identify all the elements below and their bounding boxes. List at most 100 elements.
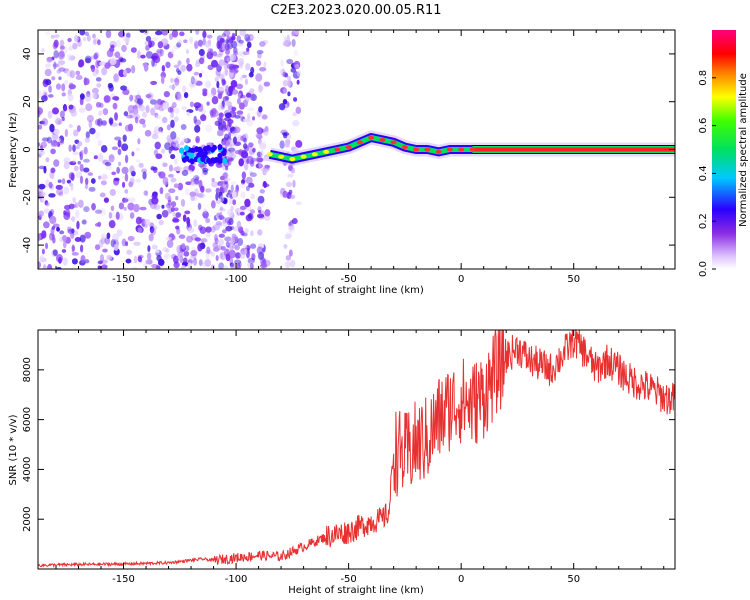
spectral-point <box>46 263 53 269</box>
spectral-point <box>100 144 108 153</box>
spectral-point <box>151 197 159 205</box>
spectral-point <box>205 188 212 193</box>
spectral-point <box>47 110 53 119</box>
colorbar-label: Normalized spectral amplitude <box>738 73 749 227</box>
spectral-point <box>68 45 74 51</box>
cluster-point <box>179 147 185 154</box>
spectral-point <box>71 251 79 256</box>
spectral-point <box>186 216 191 225</box>
spectral-point <box>97 118 103 127</box>
spectral-point <box>157 258 165 266</box>
spectral-point <box>239 30 247 37</box>
ridge-blob <box>435 149 442 154</box>
spectral-point <box>246 41 252 49</box>
spectral-point <box>240 179 246 185</box>
spectral-point <box>142 123 147 128</box>
spectral-point <box>39 255 45 263</box>
ridge-blob <box>266 152 273 157</box>
spectral-point <box>182 214 187 222</box>
cluster-point <box>183 145 189 152</box>
spectral-point <box>189 83 196 88</box>
spectral-point <box>174 140 179 150</box>
spectral-point <box>163 90 170 98</box>
spectral-point <box>230 205 234 212</box>
spectral-point <box>41 197 46 203</box>
spectral-point <box>224 236 232 242</box>
spectral-point <box>62 257 68 266</box>
spectral-point <box>97 139 102 147</box>
spectral-point <box>261 114 268 120</box>
spectral-point <box>90 178 96 184</box>
spectral-point <box>227 208 234 217</box>
spectral-point <box>71 228 75 234</box>
spectral-point <box>130 216 134 221</box>
spectral-point <box>122 134 127 142</box>
spectral-point <box>80 255 86 264</box>
spectral-point <box>258 84 263 93</box>
spectral-point <box>74 237 82 243</box>
spectral-point <box>247 112 251 120</box>
spectral-point <box>68 82 74 90</box>
spectral-point <box>122 89 130 96</box>
spectral-point <box>78 107 86 113</box>
spectral-point <box>131 151 135 157</box>
spectral-point <box>206 34 213 39</box>
spectral-point <box>218 87 225 92</box>
spectral-point <box>52 107 59 115</box>
spectral-point <box>56 266 62 269</box>
spectral-point <box>258 162 263 169</box>
spectral-point <box>148 233 154 242</box>
spectral-point <box>256 151 263 157</box>
spectral-point <box>287 173 294 178</box>
spectral-point <box>79 93 85 100</box>
spectral-point <box>232 64 240 69</box>
ridge-blob <box>334 147 341 152</box>
spectral-point <box>291 30 295 37</box>
spectral-point <box>162 102 167 111</box>
spectral-point <box>167 106 174 113</box>
ridge-blob <box>289 157 296 162</box>
spectral-point <box>227 126 231 133</box>
spectral-point <box>139 30 146 33</box>
spectral-point <box>62 234 68 242</box>
spectral-point <box>177 70 182 75</box>
spectral-point <box>286 230 293 239</box>
spectral-point <box>38 210 44 217</box>
spectral-point <box>219 175 225 181</box>
spectral-point <box>210 109 214 119</box>
spectral-point <box>155 248 160 254</box>
spectral-point <box>105 165 113 171</box>
spectral-point <box>79 175 84 184</box>
colorbar-tick-label: 0.4 <box>698 165 709 181</box>
spectral-point <box>96 83 102 88</box>
spectral-point <box>250 93 257 102</box>
spectral-point <box>130 266 138 269</box>
spectral-point <box>242 51 250 56</box>
spectral-point <box>193 102 202 109</box>
spectral-point <box>69 70 76 79</box>
spectral-point <box>223 248 231 257</box>
spectral-point <box>145 35 152 42</box>
spectral-point <box>117 148 122 156</box>
spectral-point <box>163 253 171 258</box>
spectral-point <box>86 90 91 98</box>
spectral-point <box>170 77 174 83</box>
spectral-point <box>118 202 125 210</box>
spectral-point <box>292 120 300 127</box>
spectral-point <box>215 53 223 58</box>
spectral-point <box>223 62 228 70</box>
spectral-point <box>130 170 136 177</box>
spectral-point <box>92 39 97 46</box>
spectral-point <box>102 248 108 253</box>
spectral-point <box>124 189 129 194</box>
spectral-point <box>234 125 238 134</box>
spectral-point <box>251 116 256 121</box>
spectral-point <box>259 143 267 150</box>
colorbar-tick-label: 0.8 <box>698 70 709 86</box>
spectral-point <box>235 83 244 90</box>
spectral-point <box>170 145 174 151</box>
ridge-blob <box>401 145 408 150</box>
spectral-point <box>221 229 227 234</box>
x-tick-label: 0 <box>458 274 464 285</box>
spectral-point <box>238 261 242 268</box>
